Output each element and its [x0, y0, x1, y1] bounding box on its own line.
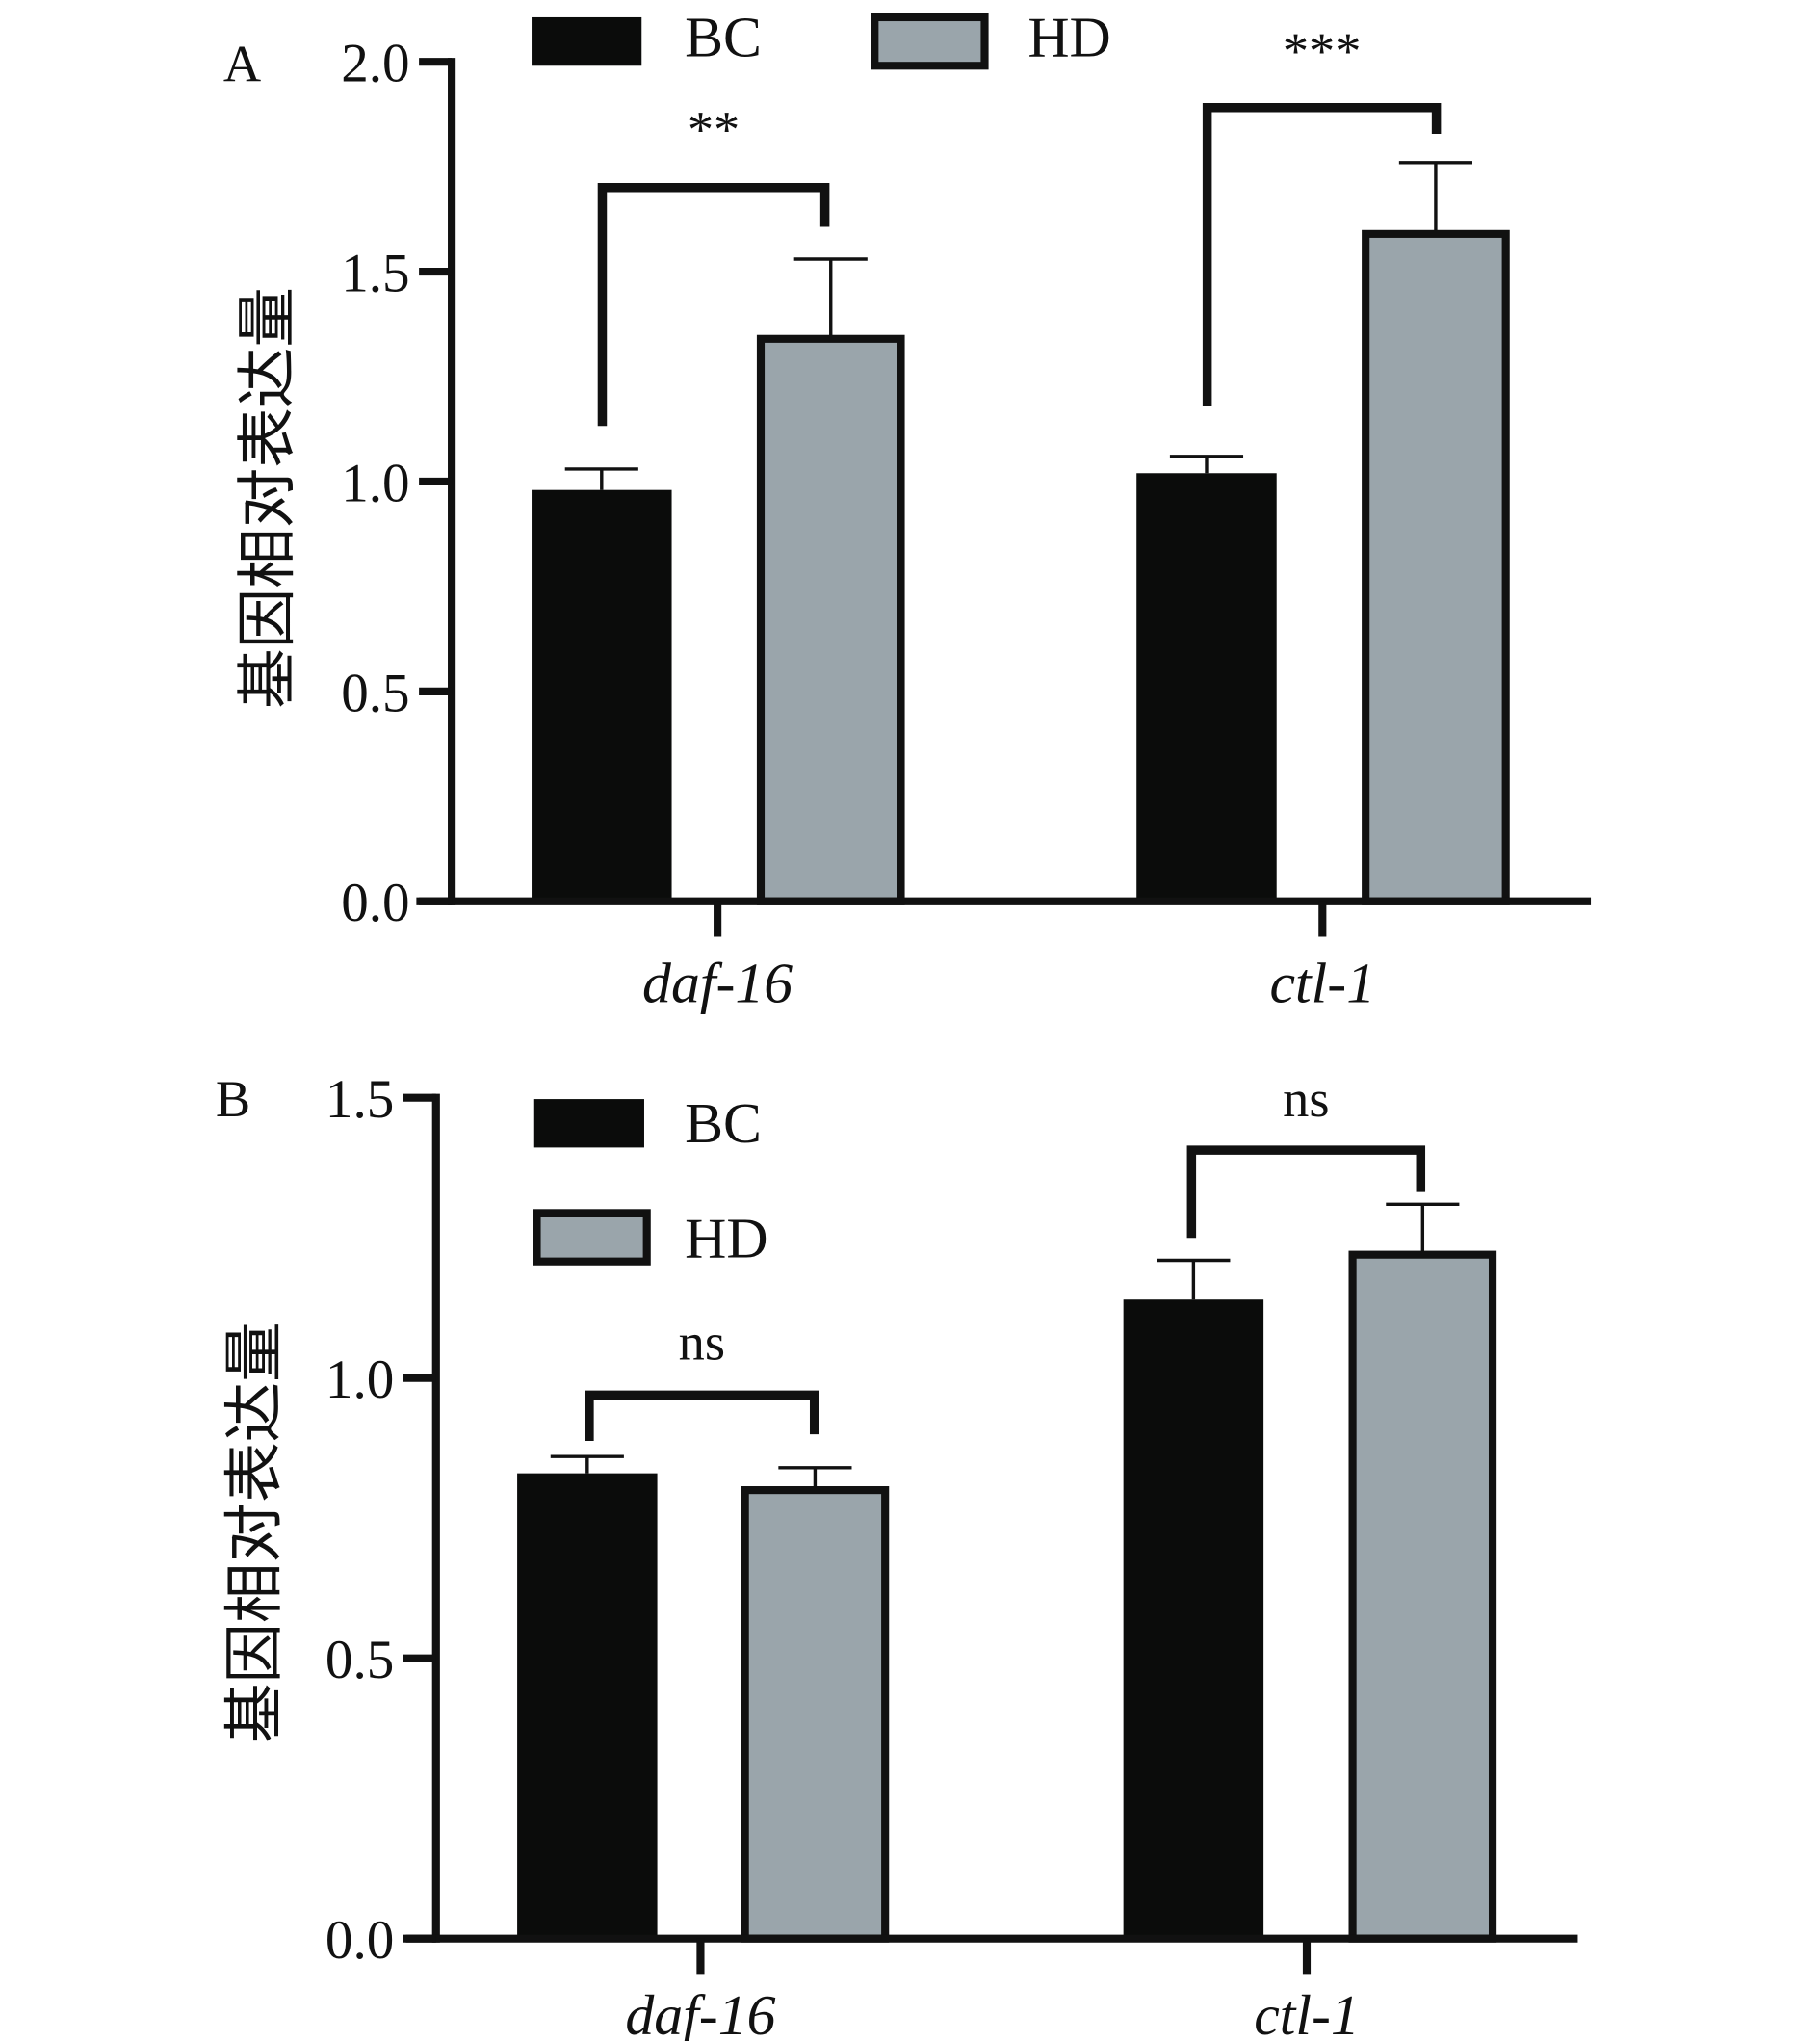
y-tick-label: 0.5 — [341, 663, 409, 723]
x-tick-label: ctl-1 — [1254, 1983, 1360, 2041]
y-tick-label: 1.0 — [341, 453, 409, 513]
x-tick-label: daf-16 — [625, 1983, 775, 2041]
significance-label: ns — [679, 1314, 725, 1372]
panel-label: B — [216, 1070, 250, 1128]
x-tick-label: ctl-1 — [1270, 951, 1376, 1014]
significance-label: ** — [688, 101, 740, 159]
x-tick-label: daf-16 — [642, 951, 793, 1014]
significance-label: *** — [1283, 22, 1362, 80]
significance-label: ns — [1283, 1070, 1329, 1128]
significance-bracket — [1202, 103, 1442, 406]
y-tick-label: 2.0 — [341, 34, 409, 94]
y-tick-label: 0.0 — [341, 873, 409, 933]
y-tick-label: 1.5 — [341, 243, 409, 303]
y-tick-label: 0.0 — [325, 1910, 394, 1971]
legend-swatch-hd — [533, 1209, 651, 1266]
bar-hd-daf-16 — [756, 334, 905, 905]
legend-label-bc: BC — [685, 1091, 762, 1155]
bar-hd-ctl-1 — [1348, 1250, 1497, 1943]
significance-bracket — [597, 182, 830, 427]
bar-bc-daf-16 — [532, 489, 672, 902]
bar-bc-ctl-1 — [1136, 473, 1277, 902]
bar-hd-daf-16 — [741, 1486, 890, 1943]
y-tick-label: 1.5 — [325, 1069, 394, 1130]
legend-swatch-bc — [532, 16, 642, 66]
legend-label-hd: HD — [685, 1207, 767, 1270]
legend-swatch-hd — [871, 13, 989, 70]
legend-swatch-bc — [533, 1099, 644, 1148]
bar-bc-daf-16 — [517, 1473, 658, 1939]
panel-label: A — [223, 36, 261, 93]
y-tick-label: 1.0 — [325, 1349, 394, 1410]
bar-hd-ctl-1 — [1362, 229, 1510, 905]
legend-label-hd: HD — [1027, 6, 1110, 69]
significance-bracket — [585, 1390, 819, 1441]
significance-bracket — [1186, 1145, 1426, 1239]
y-tick-label: 0.5 — [325, 1630, 394, 1690]
y-axis-label: 基因相对表达量 — [234, 287, 301, 709]
legend-label-bc: BC — [685, 6, 762, 69]
y-axis-label: 基因相对表达量 — [221, 1321, 289, 1743]
bar-bc-ctl-1 — [1123, 1299, 1264, 1939]
